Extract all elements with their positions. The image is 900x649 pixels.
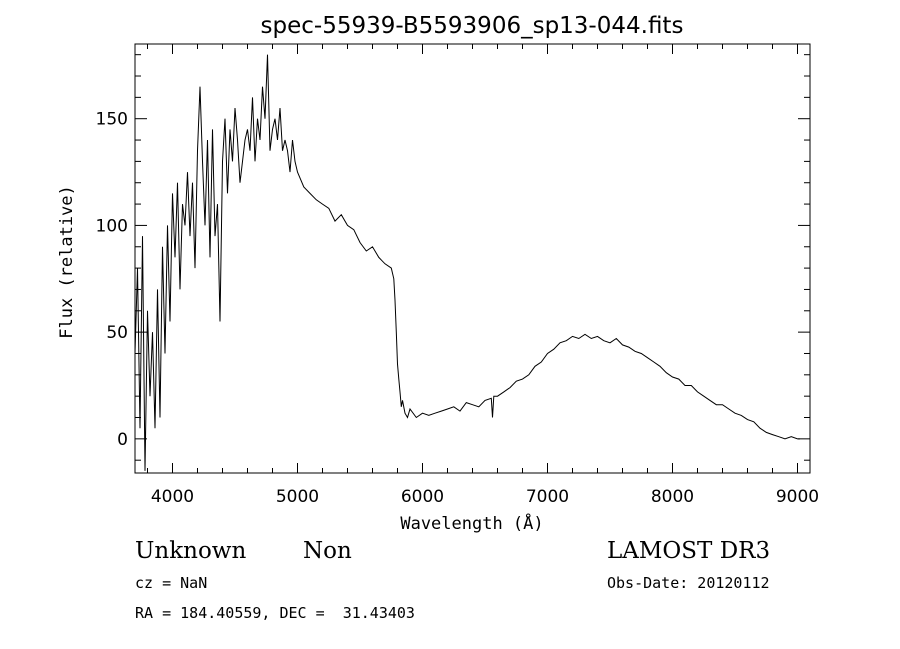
y-tick-label: 100	[96, 216, 128, 236]
x-tick-label: 9000	[776, 487, 819, 507]
x-tick-label: 7000	[526, 487, 569, 507]
survey-name: LAMOST DR3	[607, 538, 771, 564]
y-tick-label: 50	[106, 323, 128, 343]
x-tick-label: 8000	[651, 487, 694, 507]
y-tick-label: 150	[96, 110, 128, 130]
observation-date: Obs-Date: 20120112	[607, 574, 770, 592]
coordinates: RA = 184.40559, DEC = 31.43403	[135, 604, 415, 622]
chart-title: spec-55939-B5593906_sp13-044.fits	[261, 13, 684, 39]
x-tick-label: 6000	[401, 487, 444, 507]
x-tick-label: 4000	[151, 487, 194, 507]
plot-frame	[134, 43, 811, 474]
object-class: Unknown	[135, 538, 247, 564]
tick-labels: 4000 5000 6000 7000 8000 9000 0 50 100 150	[96, 110, 820, 507]
y-tick-label: 0	[117, 430, 128, 450]
spectrum-line	[134, 54, 800, 471]
object-subclass: Non	[303, 538, 352, 564]
x-axis-label: Wavelength (Å)	[400, 512, 543, 534]
axis-ticks	[135, 44, 810, 473]
redshift-value: cz = NaN	[135, 574, 208, 592]
y-axis-label: Flux (relative)	[57, 185, 77, 339]
x-tick-label: 5000	[276, 487, 319, 507]
